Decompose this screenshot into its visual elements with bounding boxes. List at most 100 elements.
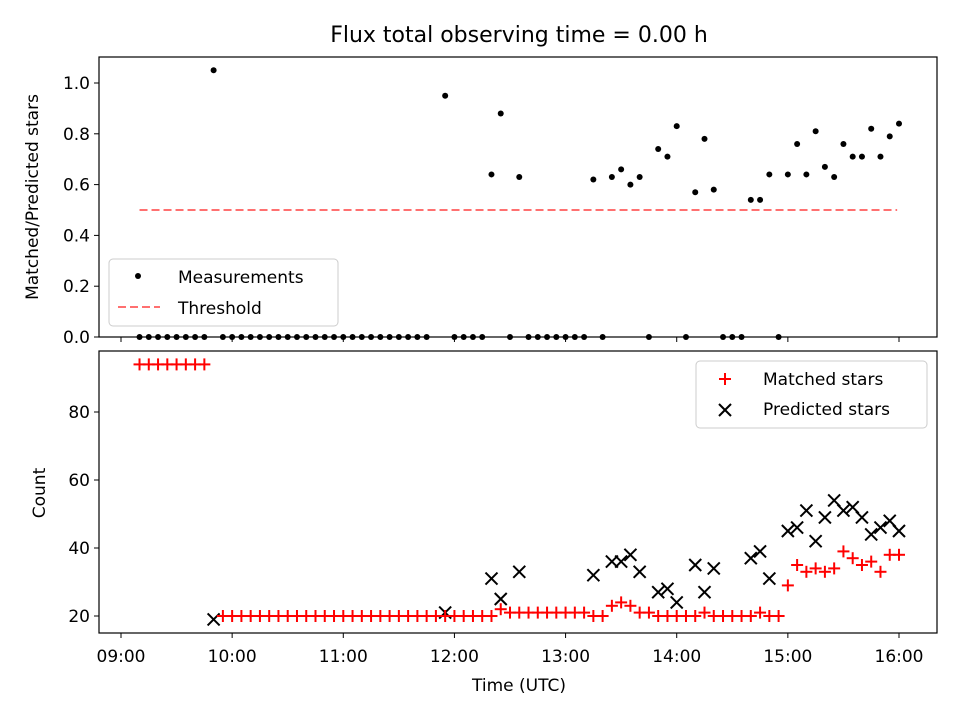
predicted-star-point (790, 520, 804, 535)
predicted-star-point (512, 565, 526, 579)
y-tick-label: 0.8 (63, 125, 90, 145)
matched-star-point (800, 565, 813, 578)
matched-star-point (772, 610, 785, 622)
measurement-point (701, 135, 708, 142)
measurement-point (886, 133, 893, 140)
x-axis-label: Time (UTC) (471, 676, 566, 696)
matched-star-point (837, 545, 850, 558)
legend-label-matched: Matched stars (763, 370, 883, 390)
predicted-star-point (484, 571, 499, 586)
measurement-point (840, 140, 847, 147)
measurement-point (831, 173, 838, 180)
top-legend: Measurements Threshold (108, 258, 339, 327)
matched-star-point (865, 555, 878, 568)
predicted-star-point (632, 565, 647, 579)
measurement-point (868, 125, 875, 132)
legend-label-measurements: Measurements (178, 268, 304, 288)
legend-label-threshold: Threshold (177, 299, 262, 319)
predicted-star-point (494, 592, 508, 606)
measurement-point (803, 171, 810, 178)
matched-star-point (893, 548, 905, 561)
matched-star-point (818, 565, 831, 578)
predicted-star-point (697, 585, 712, 599)
measurement-point (497, 110, 504, 117)
y-tick-label: 1.0 (63, 74, 90, 94)
measurement-point (747, 196, 754, 203)
legend-marker-measurements (135, 273, 141, 279)
predicted-star-point (892, 524, 906, 538)
matched-star-point (615, 596, 628, 609)
measurement-point (858, 153, 865, 160)
predicted-star-point (799, 503, 814, 518)
x-tick-label: 09:00 (97, 647, 146, 667)
x-tick-label: 12:00 (430, 647, 479, 667)
measurement-point (757, 196, 764, 203)
measurement-point (673, 123, 680, 130)
measurement-point (618, 166, 625, 173)
predicted-star-point (707, 561, 721, 576)
measurement-point (877, 153, 884, 160)
measurement-point (692, 189, 699, 196)
x-tick-label: 14:00 (652, 647, 701, 667)
legend-marker-predicted (718, 403, 732, 417)
matched-star-point (846, 552, 859, 565)
measurement-point (608, 173, 615, 180)
predicted-star-point (855, 510, 869, 525)
measurement-point (590, 176, 597, 183)
chart-title: Flux total observing time = 0.00 h (330, 23, 708, 48)
matched-star-point (754, 606, 767, 619)
predicted-star-point (864, 527, 878, 542)
y-tick-label: 20 (68, 607, 90, 627)
x-tick-label: 15:00 (763, 647, 812, 667)
legend-label-predicted: Predicted stars (763, 400, 890, 420)
bottom-y-axis-label: Count (30, 467, 50, 518)
bottom-plot-frame (98, 350, 938, 634)
measurement-point (710, 186, 717, 193)
matched-star-point (485, 610, 498, 622)
predicted-star-point (688, 558, 702, 572)
measurement-point (488, 171, 495, 178)
y-tick-label: 40 (68, 539, 90, 559)
predicted-star-point (744, 551, 758, 565)
top-y-axis: 0.0 0.2 0.4 0.6 0.8 1.0 (63, 74, 99, 348)
measurement-point (655, 146, 662, 153)
y-tick-label: 0.6 (63, 176, 90, 196)
x-tick-label: 16:00 (875, 647, 924, 667)
y-tick-label: 80 (68, 403, 90, 423)
measurement-point (516, 173, 523, 180)
measurement-point (210, 67, 217, 74)
predicted-star-point (781, 524, 795, 538)
matched-star-point (809, 562, 822, 575)
measurement-point (896, 120, 902, 127)
matched-star-point (791, 559, 804, 571)
y-tick-label: 0.0 (63, 328, 90, 348)
x-tick-label: 10:00 (208, 647, 257, 667)
matched-star-point (698, 606, 711, 619)
measurement-point (812, 128, 819, 135)
x-tick-label: 13:00 (541, 647, 590, 667)
predicted-star-point (660, 582, 675, 596)
matched-star-point (874, 565, 887, 578)
legend-marker-matched (719, 373, 731, 385)
measurement-point (636, 173, 643, 180)
bottom-y-axis: 20 40 60 80 (68, 403, 99, 627)
predicted-star-point (586, 568, 601, 582)
measurement-point (442, 92, 449, 99)
matched-star-point (624, 599, 637, 612)
matched-star-point (744, 610, 757, 622)
predicted-star-point (623, 548, 638, 562)
matched-star-point (494, 603, 507, 616)
y-tick-label: 60 (68, 471, 90, 491)
matched-star-point (605, 599, 618, 612)
bottom-panel: 20 40 60 80 09:00 10:00 11:00 12:00 13:00 14:00 1… (30, 350, 938, 696)
measurement-point (784, 171, 791, 178)
y-tick-label: 0.4 (63, 226, 90, 246)
top-panel: 0.0 0.2 0.4 0.6 0.8 1.0 Matched/Predicted sta… (23, 56, 938, 348)
predicted-star-point (670, 595, 684, 610)
predicted-star-point (836, 503, 851, 518)
matched-star-point (578, 606, 591, 619)
top-x-ticks (120, 337, 900, 342)
matched-star-point (198, 358, 211, 371)
measurement-point (849, 153, 856, 160)
